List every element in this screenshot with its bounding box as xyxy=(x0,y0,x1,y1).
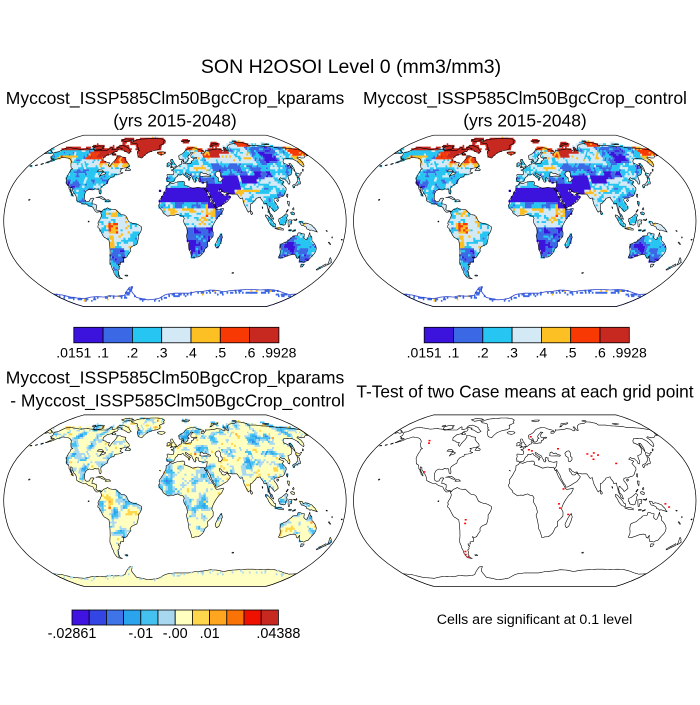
svg-text:.5: .5 xyxy=(214,345,226,361)
svg-text:.1: .1 xyxy=(97,345,109,361)
svg-text:.5: .5 xyxy=(565,345,577,361)
svg-text:.0151: .0151 xyxy=(407,345,442,361)
svg-text:.2: .2 xyxy=(127,345,139,361)
svg-text:T-Test of two Case means at ea: T-Test of two Case means at each grid po… xyxy=(356,382,693,402)
svg-text:.04388: .04388 xyxy=(256,626,300,642)
svg-text:SON H2OSOI Level 0 (mm3/mm3): SON H2OSOI Level 0 (mm3/mm3) xyxy=(201,56,501,78)
svg-text:.4: .4 xyxy=(536,345,548,361)
svg-text:(yrs 2015-2048): (yrs 2015-2048) xyxy=(463,111,587,131)
svg-text:- Myccost_ISSP585Clm50BgcCrop_: - Myccost_ISSP585Clm50BgcCrop_control xyxy=(10,391,345,412)
svg-text:.1: .1 xyxy=(448,345,460,361)
svg-text:(yrs 2015-2048): (yrs 2015-2048) xyxy=(113,111,237,131)
svg-text:.4: .4 xyxy=(185,345,197,361)
svg-text:.0151: .0151 xyxy=(56,345,91,361)
svg-text:.9928: .9928 xyxy=(612,345,647,361)
svg-text:-.00: -.00 xyxy=(163,626,188,642)
svg-text:.3: .3 xyxy=(156,345,168,361)
svg-text:-.01: -.01 xyxy=(128,626,153,642)
svg-text:.6: .6 xyxy=(594,345,606,361)
svg-text:-.02861: -.02861 xyxy=(48,626,97,642)
svg-text:.2: .2 xyxy=(477,345,489,361)
svg-text:Myccost_ISSP585Clm50BgcCrop_kp: Myccost_ISSP585Clm50BgcCrop_kparams xyxy=(6,368,345,389)
svg-text:.3: .3 xyxy=(506,345,518,361)
svg-text:.9928: .9928 xyxy=(261,345,296,361)
svg-text:.01: .01 xyxy=(200,626,220,642)
svg-text:Myccost_ISSP585Clm50BgcCrop_co: Myccost_ISSP585Clm50BgcCrop_control xyxy=(363,88,687,109)
svg-text:Cells are significant at 0.1 l: Cells are significant at 0.1 level xyxy=(437,612,633,628)
svg-text:.6: .6 xyxy=(244,345,256,361)
svg-text:Myccost_ISSP585Clm50BgcCrop_kp: Myccost_ISSP585Clm50BgcCrop_kparams xyxy=(6,88,345,109)
